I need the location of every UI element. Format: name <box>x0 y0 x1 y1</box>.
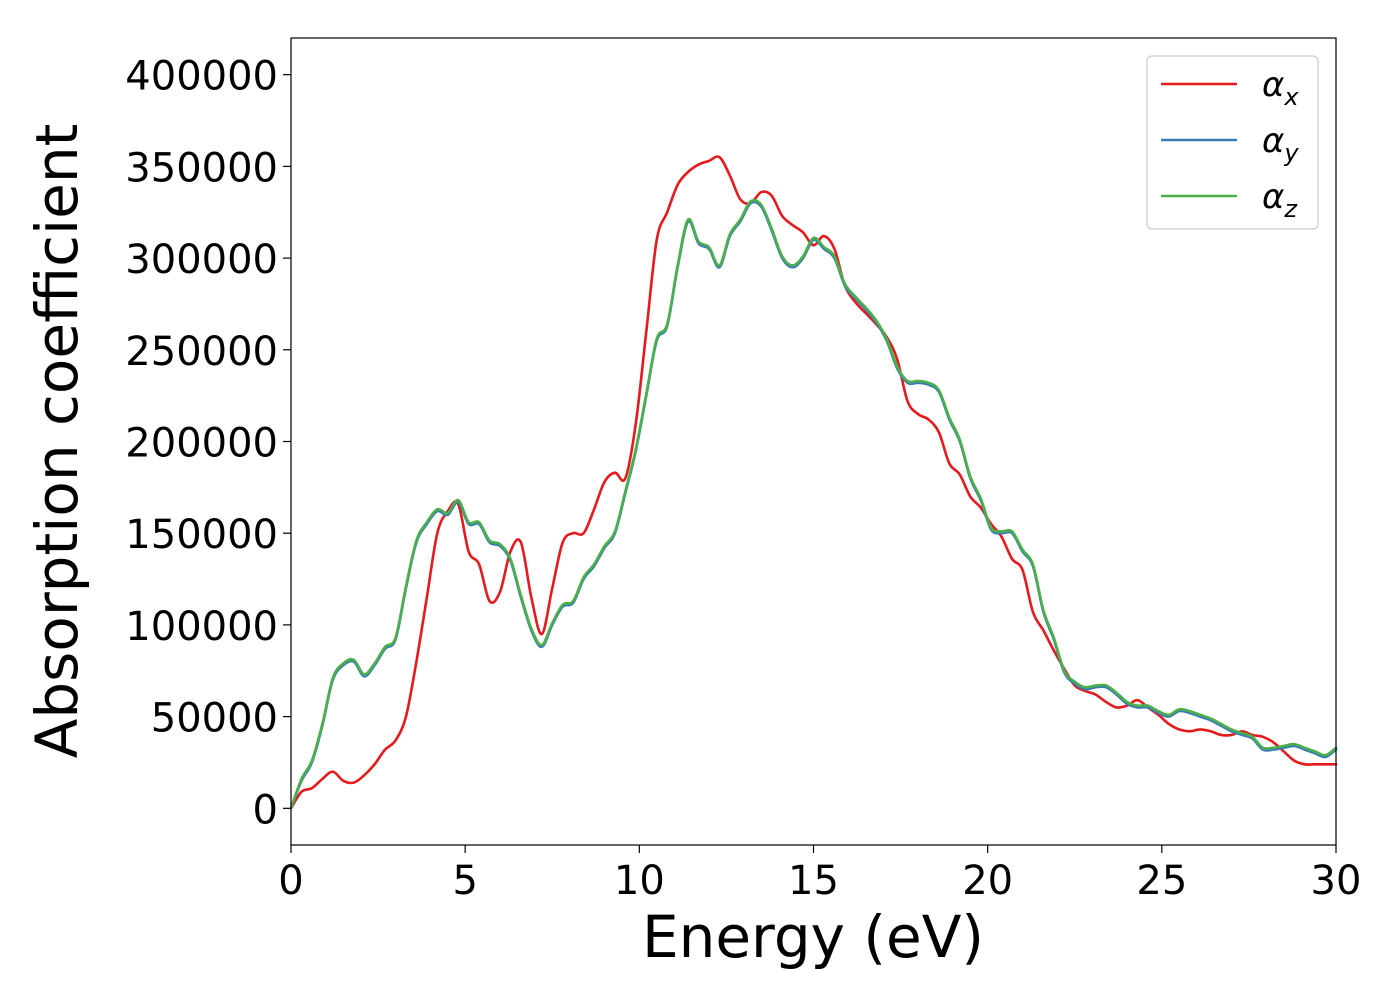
legend-label-z: αz <box>1262 177 1298 223</box>
y-tick-label: 100000 <box>125 604 278 650</box>
legend-box <box>1146 55 1319 230</box>
legend-label-x: αx <box>1262 65 1299 111</box>
series-line-z <box>289 198 1338 810</box>
x-tick-label: 15 <box>788 858 839 904</box>
y-tick-label: 400000 <box>125 54 278 100</box>
x-tick-label: 20 <box>962 858 1013 904</box>
x-tick-label: 25 <box>1136 858 1187 904</box>
x-tick-label: 5 <box>452 858 477 904</box>
y-axis-label: Absorption coefficient <box>23 124 91 759</box>
x-tick-label: 30 <box>1311 858 1362 904</box>
legend: αx αy αz <box>1146 55 1319 230</box>
y-tick-label: 250000 <box>125 329 278 375</box>
y-tick-label: 150000 <box>125 512 278 558</box>
x-tick-label: 10 <box>614 858 665 904</box>
y-axis: 0 50000 100000 150000 200000 250000 300000 3500… <box>125 54 291 833</box>
y-tick-label: 350000 <box>125 145 278 191</box>
y-tick-label: 0 <box>253 787 278 833</box>
series-layer <box>289 155 1338 810</box>
x-axis-label: Energy (eV) <box>642 903 984 971</box>
legend-label-y: αy <box>1262 121 1299 167</box>
x-axis: 0 5 10 15 20 25 30 <box>278 845 1361 904</box>
y-tick-label: 300000 <box>125 237 278 283</box>
x-tick-label: 0 <box>278 858 303 904</box>
y-tick-label: 50000 <box>151 696 278 742</box>
y-tick-label: 200000 <box>125 421 278 467</box>
